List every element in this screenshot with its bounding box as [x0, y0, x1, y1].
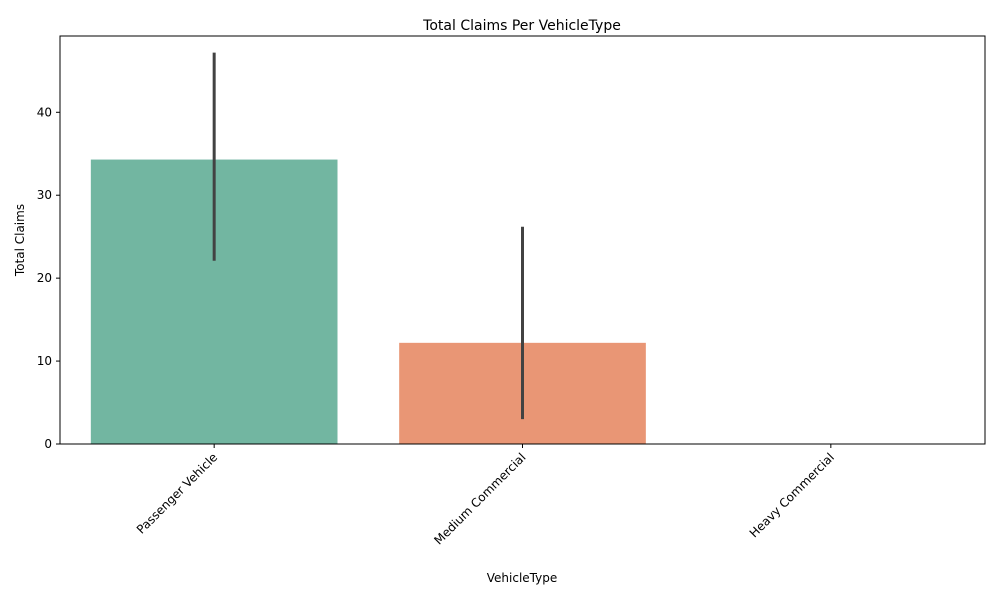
x-tick-label: Medium Commercial [431, 450, 528, 547]
y-axis-label: Total Claims [13, 204, 27, 277]
error-bars-layer [212, 52, 524, 420]
y-tick-label: 0 [44, 437, 52, 451]
y-axis: 0 10 20 30 40 [37, 105, 60, 451]
chart-title: Total Claims Per VehicleType [422, 18, 621, 34]
y-tick-label: 20 [37, 271, 52, 285]
bars-layer [90, 159, 646, 444]
x-axis-label: VehicleType [487, 571, 557, 585]
y-tick-label: 30 [37, 188, 52, 202]
y-tick-label: 40 [37, 105, 52, 119]
y-tick-label: 10 [37, 354, 52, 368]
x-axis: Passenger Vehicle Medium Commercial Heavy … [134, 444, 837, 548]
x-tick-label: Passenger Vehicle [134, 450, 220, 536]
x-tick-label: Heavy Commercial [747, 450, 837, 540]
